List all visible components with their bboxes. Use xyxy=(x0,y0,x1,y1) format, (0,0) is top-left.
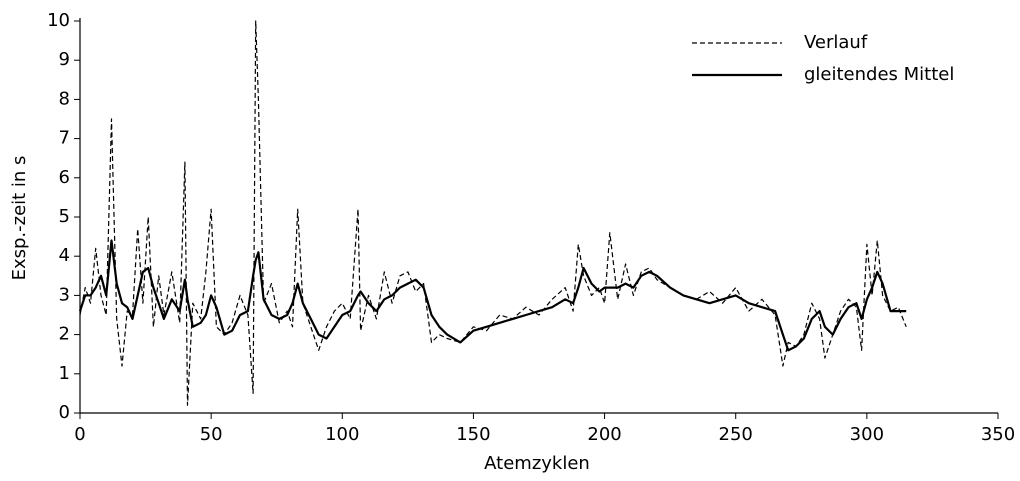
y-tick-label: 6 xyxy=(59,167,70,188)
x-tick-label: 50 xyxy=(200,424,223,445)
y-tick-label: 4 xyxy=(59,245,70,266)
y-axis-label: Exsp.-zeit in s xyxy=(9,156,30,281)
y-tick-label: 2 xyxy=(59,324,70,345)
x-axis-label: Atemzyklen xyxy=(484,453,590,474)
y-tick-label: 10 xyxy=(47,10,70,31)
y-tick-label: 5 xyxy=(59,206,70,227)
x-tick-label: 250 xyxy=(719,424,753,445)
x-tick-label: 300 xyxy=(850,424,884,445)
y-tick-label: 8 xyxy=(59,88,70,109)
y-tick-label: 1 xyxy=(59,363,70,384)
y-tick-label: 0 xyxy=(59,402,70,423)
x-tick-label: 200 xyxy=(587,424,621,445)
x-tick-label: 100 xyxy=(325,424,359,445)
x-tick-label: 350 xyxy=(981,424,1015,445)
legend-label: gleitendes Mittel xyxy=(804,64,954,85)
y-tick-label: 7 xyxy=(59,128,70,149)
x-tick-label: 0 xyxy=(74,424,85,445)
data-line xyxy=(79,20,907,406)
y-tick-label: 9 xyxy=(59,49,70,70)
y-tick-label: 3 xyxy=(59,284,70,305)
data-line xyxy=(78,239,907,352)
legend-label: Verlauf xyxy=(804,32,868,53)
x-tick-label: 150 xyxy=(456,424,490,445)
